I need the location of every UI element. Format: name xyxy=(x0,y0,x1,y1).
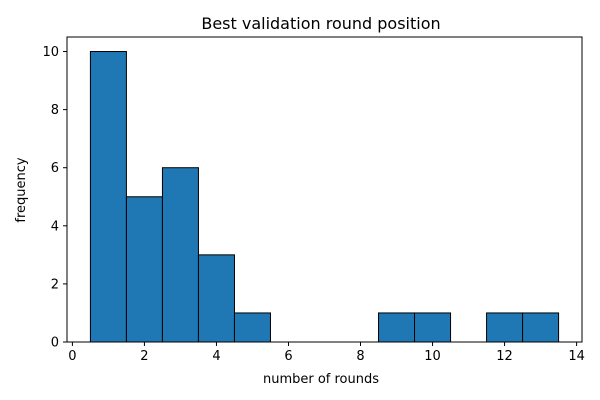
bars-group xyxy=(89,51,560,343)
x-tick-label: 8 xyxy=(356,349,364,364)
histogram-bar-3 xyxy=(197,254,235,343)
plot-frame xyxy=(66,36,583,343)
histogram-bar-12 xyxy=(522,312,560,343)
y-axis: 0 2 4 6 8 10 xyxy=(42,45,67,351)
chart-title: Best validation round position xyxy=(201,14,440,33)
histogram-bar-2 xyxy=(161,167,199,343)
x-tick-label: 10 xyxy=(424,349,441,364)
histogram-bar-0 xyxy=(89,51,127,343)
y-tick-label: 10 xyxy=(42,45,59,60)
x-tick-label: 14 xyxy=(568,349,585,364)
x-tick-label: 6 xyxy=(284,349,292,364)
y-axis-label: frequency xyxy=(14,157,29,223)
histogram-bar-9 xyxy=(414,312,452,343)
histogram-bar-11 xyxy=(486,312,524,343)
x-tick-label: 4 xyxy=(212,349,220,364)
histogram-bar-1 xyxy=(125,196,163,343)
y-tick-label: 2 xyxy=(51,277,59,292)
y-tick-label: 4 xyxy=(51,219,59,234)
x-tick-label: 0 xyxy=(68,349,76,364)
histogram-bar-8 xyxy=(378,312,416,343)
y-tick-label: 0 xyxy=(51,336,59,351)
y-tick-label: 8 xyxy=(51,103,59,118)
x-axis: 0 2 4 6 8 10 12 14 xyxy=(68,342,585,364)
histogram-bar-4 xyxy=(233,312,271,343)
y-tick-label: 6 xyxy=(51,161,59,176)
x-axis-label: number of rounds xyxy=(263,372,379,387)
x-tick-label: 2 xyxy=(140,349,148,364)
x-tick-label: 12 xyxy=(496,349,513,364)
